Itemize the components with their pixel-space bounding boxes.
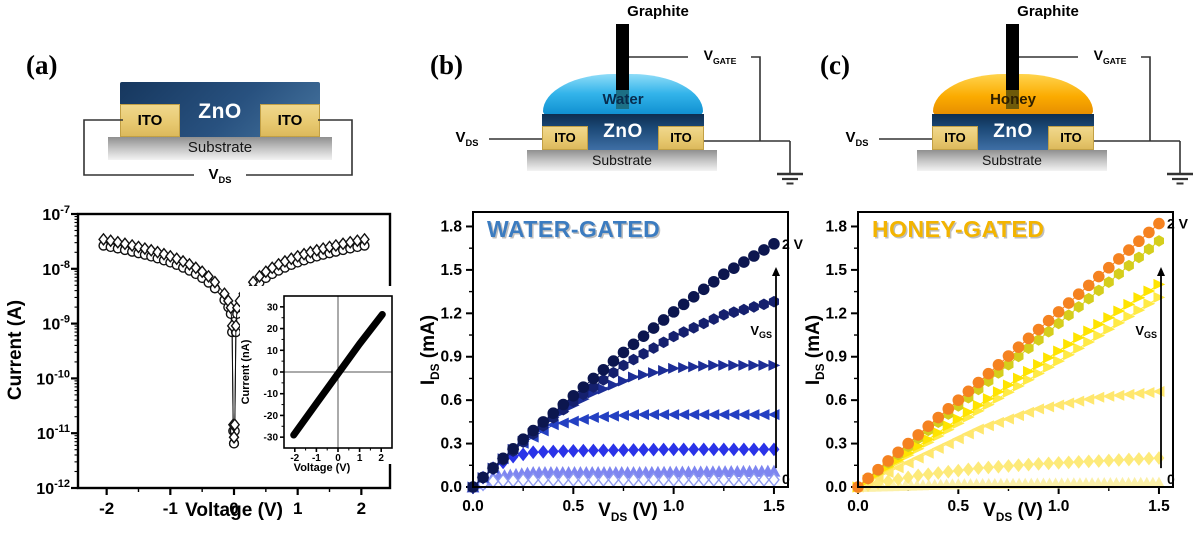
svg-text:0.9: 0.9 — [825, 349, 847, 366]
ground-symbol-b — [777, 172, 803, 185]
svg-text:VGS: VGS — [750, 323, 772, 340]
svg-text:-20: -20 — [264, 411, 279, 422]
svg-text:1.5: 1.5 — [763, 498, 785, 515]
svg-text:1.8: 1.8 — [825, 218, 847, 235]
ito-right-c: ITO — [1048, 126, 1094, 150]
svg-text:2: 2 — [357, 499, 366, 518]
svg-text:1.0: 1.0 — [1048, 498, 1070, 515]
ground-symbol-c — [1167, 172, 1193, 185]
svg-text:10-12: 10-12 — [36, 478, 70, 498]
svg-text:0.5: 0.5 — [948, 498, 970, 515]
ito-left-c: ITO — [932, 126, 978, 150]
svg-text:0.3: 0.3 — [825, 436, 847, 453]
x-axis-label-a: Voltage (V) — [185, 500, 283, 521]
y-axis-label-b: IDS (mA) — [418, 314, 442, 386]
graphite-label-b: Graphite — [627, 3, 689, 20]
svg-text:0: 0 — [1167, 471, 1175, 487]
svg-text:0.6: 0.6 — [440, 392, 462, 409]
svg-text:-2: -2 — [99, 499, 114, 518]
zno-label-c: ZnO — [993, 121, 1033, 142]
y-axis-label-a: Current (A) — [5, 299, 26, 401]
inset-x-axis-label: Voltage (V) — [293, 462, 351, 474]
graphite-rod-c — [1006, 24, 1019, 90]
svg-text:10-10: 10-10 — [36, 368, 70, 388]
ito-right-a: ITO — [260, 104, 320, 137]
x-axis-label-c: VDS (V) — [983, 500, 1043, 524]
substrate-b: Substrate — [527, 150, 717, 171]
wiring-c — [879, 56, 1193, 185]
honey-gated-title: HONEY-GATED — [872, 216, 1045, 242]
ito-left-b: ITO — [542, 126, 588, 150]
vgate-label-c: VGATE — [1079, 47, 1141, 65]
svg-text:0.9: 0.9 — [440, 349, 462, 366]
substrate-a: Substrate — [108, 137, 332, 160]
svg-text:20: 20 — [267, 324, 279, 335]
zno-label-b: ZnO — [603, 121, 643, 142]
panel-c-label: (c) — [820, 50, 850, 80]
svg-text:1.5: 1.5 — [825, 262, 847, 279]
svg-text:1: 1 — [293, 499, 302, 518]
panel-b-label: (b) — [430, 50, 463, 80]
svg-text:-30: -30 — [264, 433, 279, 444]
svg-text:10-9: 10-9 — [42, 314, 70, 334]
vds-label-b: VDS — [446, 129, 488, 148]
panel-a-label: (a) — [26, 50, 58, 80]
svg-text:-1: -1 — [312, 453, 321, 464]
svg-text:0: 0 — [272, 368, 278, 379]
substrate-c: Substrate — [917, 150, 1107, 171]
svg-text:1.0: 1.0 — [663, 498, 685, 515]
svg-text:2 V: 2 V — [1167, 216, 1189, 232]
svg-text:0.5: 0.5 — [563, 498, 585, 515]
honey-label: Honey — [990, 91, 1036, 108]
ito-left-a: ITO — [120, 104, 180, 137]
svg-text:0.0: 0.0 — [462, 498, 484, 515]
svg-text:-1: -1 — [163, 499, 178, 518]
inset-y-axis-label: Current (nA) — [240, 339, 252, 405]
svg-text:1.2: 1.2 — [825, 305, 847, 322]
zno-label-a: ZnO — [198, 100, 242, 123]
svg-text:0.0: 0.0 — [825, 479, 847, 496]
svg-text:2: 2 — [378, 453, 384, 464]
water-gated-title: WATER-GATED — [487, 216, 661, 242]
y-axis-label-c: IDS (mA) — [803, 314, 827, 386]
svg-text:0.6: 0.6 — [825, 392, 847, 409]
svg-text:10-7: 10-7 — [42, 204, 70, 224]
graphite-rod-tip-c — [1006, 90, 1019, 109]
svg-text:1.5: 1.5 — [1148, 498, 1170, 515]
vgate-label-b: VGATE — [689, 47, 751, 65]
svg-text:-2: -2 — [290, 453, 299, 464]
svg-text:1: 1 — [357, 453, 363, 464]
vds-label-a: VDS — [196, 166, 244, 185]
ito-right-b: ITO — [658, 126, 704, 150]
svg-text:1.2: 1.2 — [440, 305, 462, 322]
svg-text:VGS: VGS — [1135, 323, 1157, 340]
svg-text:0.0: 0.0 — [440, 479, 462, 496]
vds-label-c: VDS — [836, 129, 878, 148]
graphite-rod-tip-b — [616, 90, 629, 109]
svg-text:0.3: 0.3 — [440, 436, 462, 453]
svg-text:1.5: 1.5 — [440, 262, 462, 279]
svg-text:0: 0 — [335, 453, 341, 464]
water-label: Water — [602, 91, 644, 108]
graphite-rod-b — [616, 24, 629, 90]
wiring-b — [489, 56, 803, 185]
graphite-label-c: Graphite — [1017, 3, 1079, 20]
svg-text:30: 30 — [267, 302, 279, 313]
svg-text:1.8: 1.8 — [440, 218, 462, 235]
svg-text:0: 0 — [782, 471, 790, 487]
svg-text:0: 0 — [229, 499, 238, 518]
x-axis-label-b: VDS (V) — [598, 500, 658, 524]
svg-text:10: 10 — [267, 346, 279, 357]
svg-text:10-8: 10-8 — [42, 259, 70, 279]
output-plot-honey: 0.0 0.5 1.0 1.5 0.0 0.3 0.6 0.9 1.2 1.5 1.8 2 V 0 VGS — [825, 211, 1189, 515]
svg-text:0.0: 0.0 — [847, 498, 869, 515]
wiring-a — [83, 119, 353, 176]
svg-text:-10: -10 — [264, 389, 279, 400]
svg-text:10-11: 10-11 — [37, 423, 70, 443]
